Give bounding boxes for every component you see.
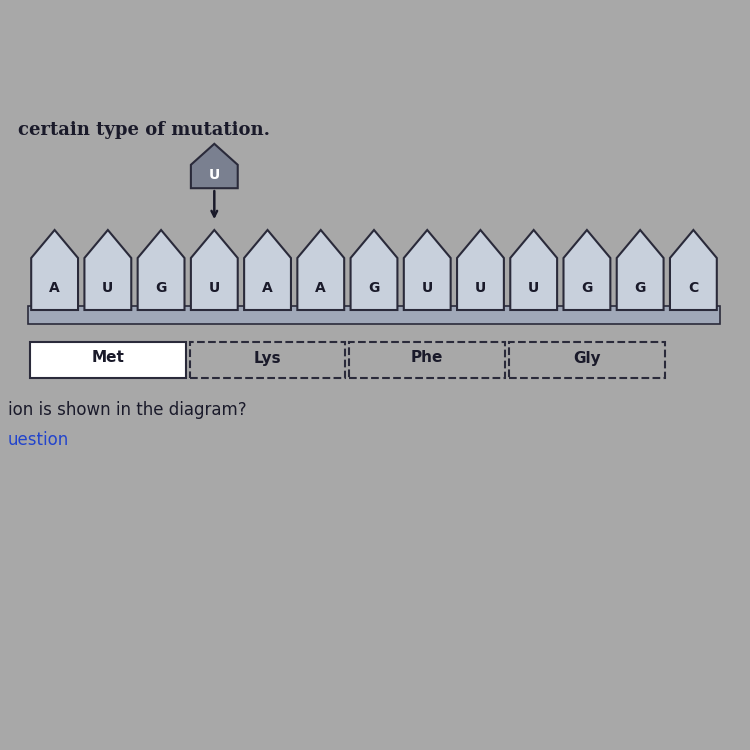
Text: A: A: [316, 281, 326, 296]
Polygon shape: [457, 230, 504, 310]
Polygon shape: [297, 230, 344, 310]
Text: U: U: [528, 281, 539, 296]
Text: Met: Met: [92, 350, 124, 365]
Text: U: U: [475, 281, 486, 296]
Text: certain type of mutation.: certain type of mutation.: [18, 121, 270, 139]
FancyBboxPatch shape: [28, 306, 720, 324]
Polygon shape: [138, 230, 184, 310]
Text: G: G: [155, 281, 166, 296]
Polygon shape: [85, 230, 131, 310]
Polygon shape: [350, 230, 398, 310]
Text: U: U: [422, 281, 433, 296]
Text: Phe: Phe: [411, 350, 443, 365]
Text: A: A: [50, 281, 60, 296]
Text: U: U: [209, 168, 220, 182]
Polygon shape: [563, 230, 610, 310]
Text: A: A: [262, 281, 273, 296]
Polygon shape: [670, 230, 717, 310]
Text: G: G: [368, 281, 380, 296]
Polygon shape: [616, 230, 664, 310]
Polygon shape: [191, 230, 238, 310]
Text: Gly: Gly: [573, 350, 601, 365]
Polygon shape: [191, 144, 238, 188]
Text: G: G: [634, 281, 646, 296]
Polygon shape: [510, 230, 557, 310]
Text: U: U: [102, 281, 113, 296]
Text: C: C: [688, 281, 698, 296]
Text: G: G: [581, 281, 592, 296]
Text: uestion: uestion: [8, 431, 69, 449]
Polygon shape: [32, 230, 78, 310]
Text: U: U: [209, 281, 220, 296]
FancyBboxPatch shape: [30, 342, 186, 378]
Text: ion is shown in the diagram?: ion is shown in the diagram?: [8, 401, 247, 419]
FancyBboxPatch shape: [0, 0, 750, 600]
Text: Lys: Lys: [254, 350, 281, 365]
Polygon shape: [404, 230, 451, 310]
Polygon shape: [244, 230, 291, 310]
